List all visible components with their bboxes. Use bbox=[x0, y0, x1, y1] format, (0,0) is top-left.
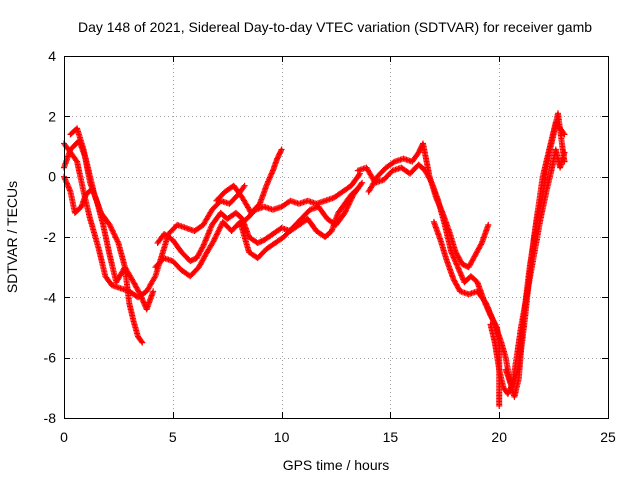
x-tick-label: 5 bbox=[169, 429, 177, 445]
data-point bbox=[113, 235, 120, 242]
y-tick-label: -2 bbox=[44, 229, 57, 245]
data-point bbox=[358, 180, 365, 187]
data-marks bbox=[61, 110, 568, 409]
data-point bbox=[240, 184, 247, 190]
data-point bbox=[278, 146, 285, 153]
data-point bbox=[138, 338, 145, 345]
x-tick-label: 25 bbox=[600, 429, 616, 445]
y-tick-label: 0 bbox=[48, 169, 56, 185]
y-axis-label: SDTVAR / TECUs bbox=[4, 181, 20, 293]
y-tick-label: -4 bbox=[44, 289, 57, 305]
x-axis-label: GPS time / hours bbox=[283, 457, 390, 473]
y-tick-label: -8 bbox=[44, 410, 57, 426]
data-point bbox=[241, 182, 248, 189]
y-tick-label: 4 bbox=[48, 48, 56, 64]
x-tick-label: 10 bbox=[274, 429, 290, 445]
data-point bbox=[139, 339, 146, 346]
axis-ticks: 0 5 10 15 20 25 -8 -6 -4 -2 0 2 4 bbox=[44, 48, 616, 445]
x-tick-label: 20 bbox=[491, 429, 507, 445]
x-tick-label: 15 bbox=[383, 429, 399, 445]
series-track-h bbox=[235, 170, 363, 228]
data-point bbox=[150, 288, 157, 295]
grid-lines bbox=[64, 56, 608, 418]
data-point bbox=[561, 158, 568, 165]
chart-title: Day 148 of 2021, Sidereal Day-to-day VTE… bbox=[78, 19, 592, 35]
series-track-g bbox=[213, 146, 285, 216]
data-point bbox=[356, 170, 363, 177]
series-track-f bbox=[152, 179, 366, 280]
series-track-j bbox=[365, 140, 492, 271]
data-point bbox=[485, 221, 492, 228]
data-point bbox=[73, 157, 80, 164]
data-point bbox=[348, 195, 355, 202]
data-point bbox=[496, 402, 503, 409]
data-point bbox=[359, 179, 366, 186]
series-track-m bbox=[502, 110, 568, 391]
y-tick-label: -6 bbox=[44, 350, 57, 366]
series-track-i bbox=[354, 161, 503, 409]
y-tick-label: 2 bbox=[48, 108, 56, 124]
data-point bbox=[390, 159, 397, 166]
series-track-d bbox=[67, 125, 157, 313]
x-tick-label: 0 bbox=[60, 429, 68, 445]
series-track-c bbox=[61, 137, 146, 346]
